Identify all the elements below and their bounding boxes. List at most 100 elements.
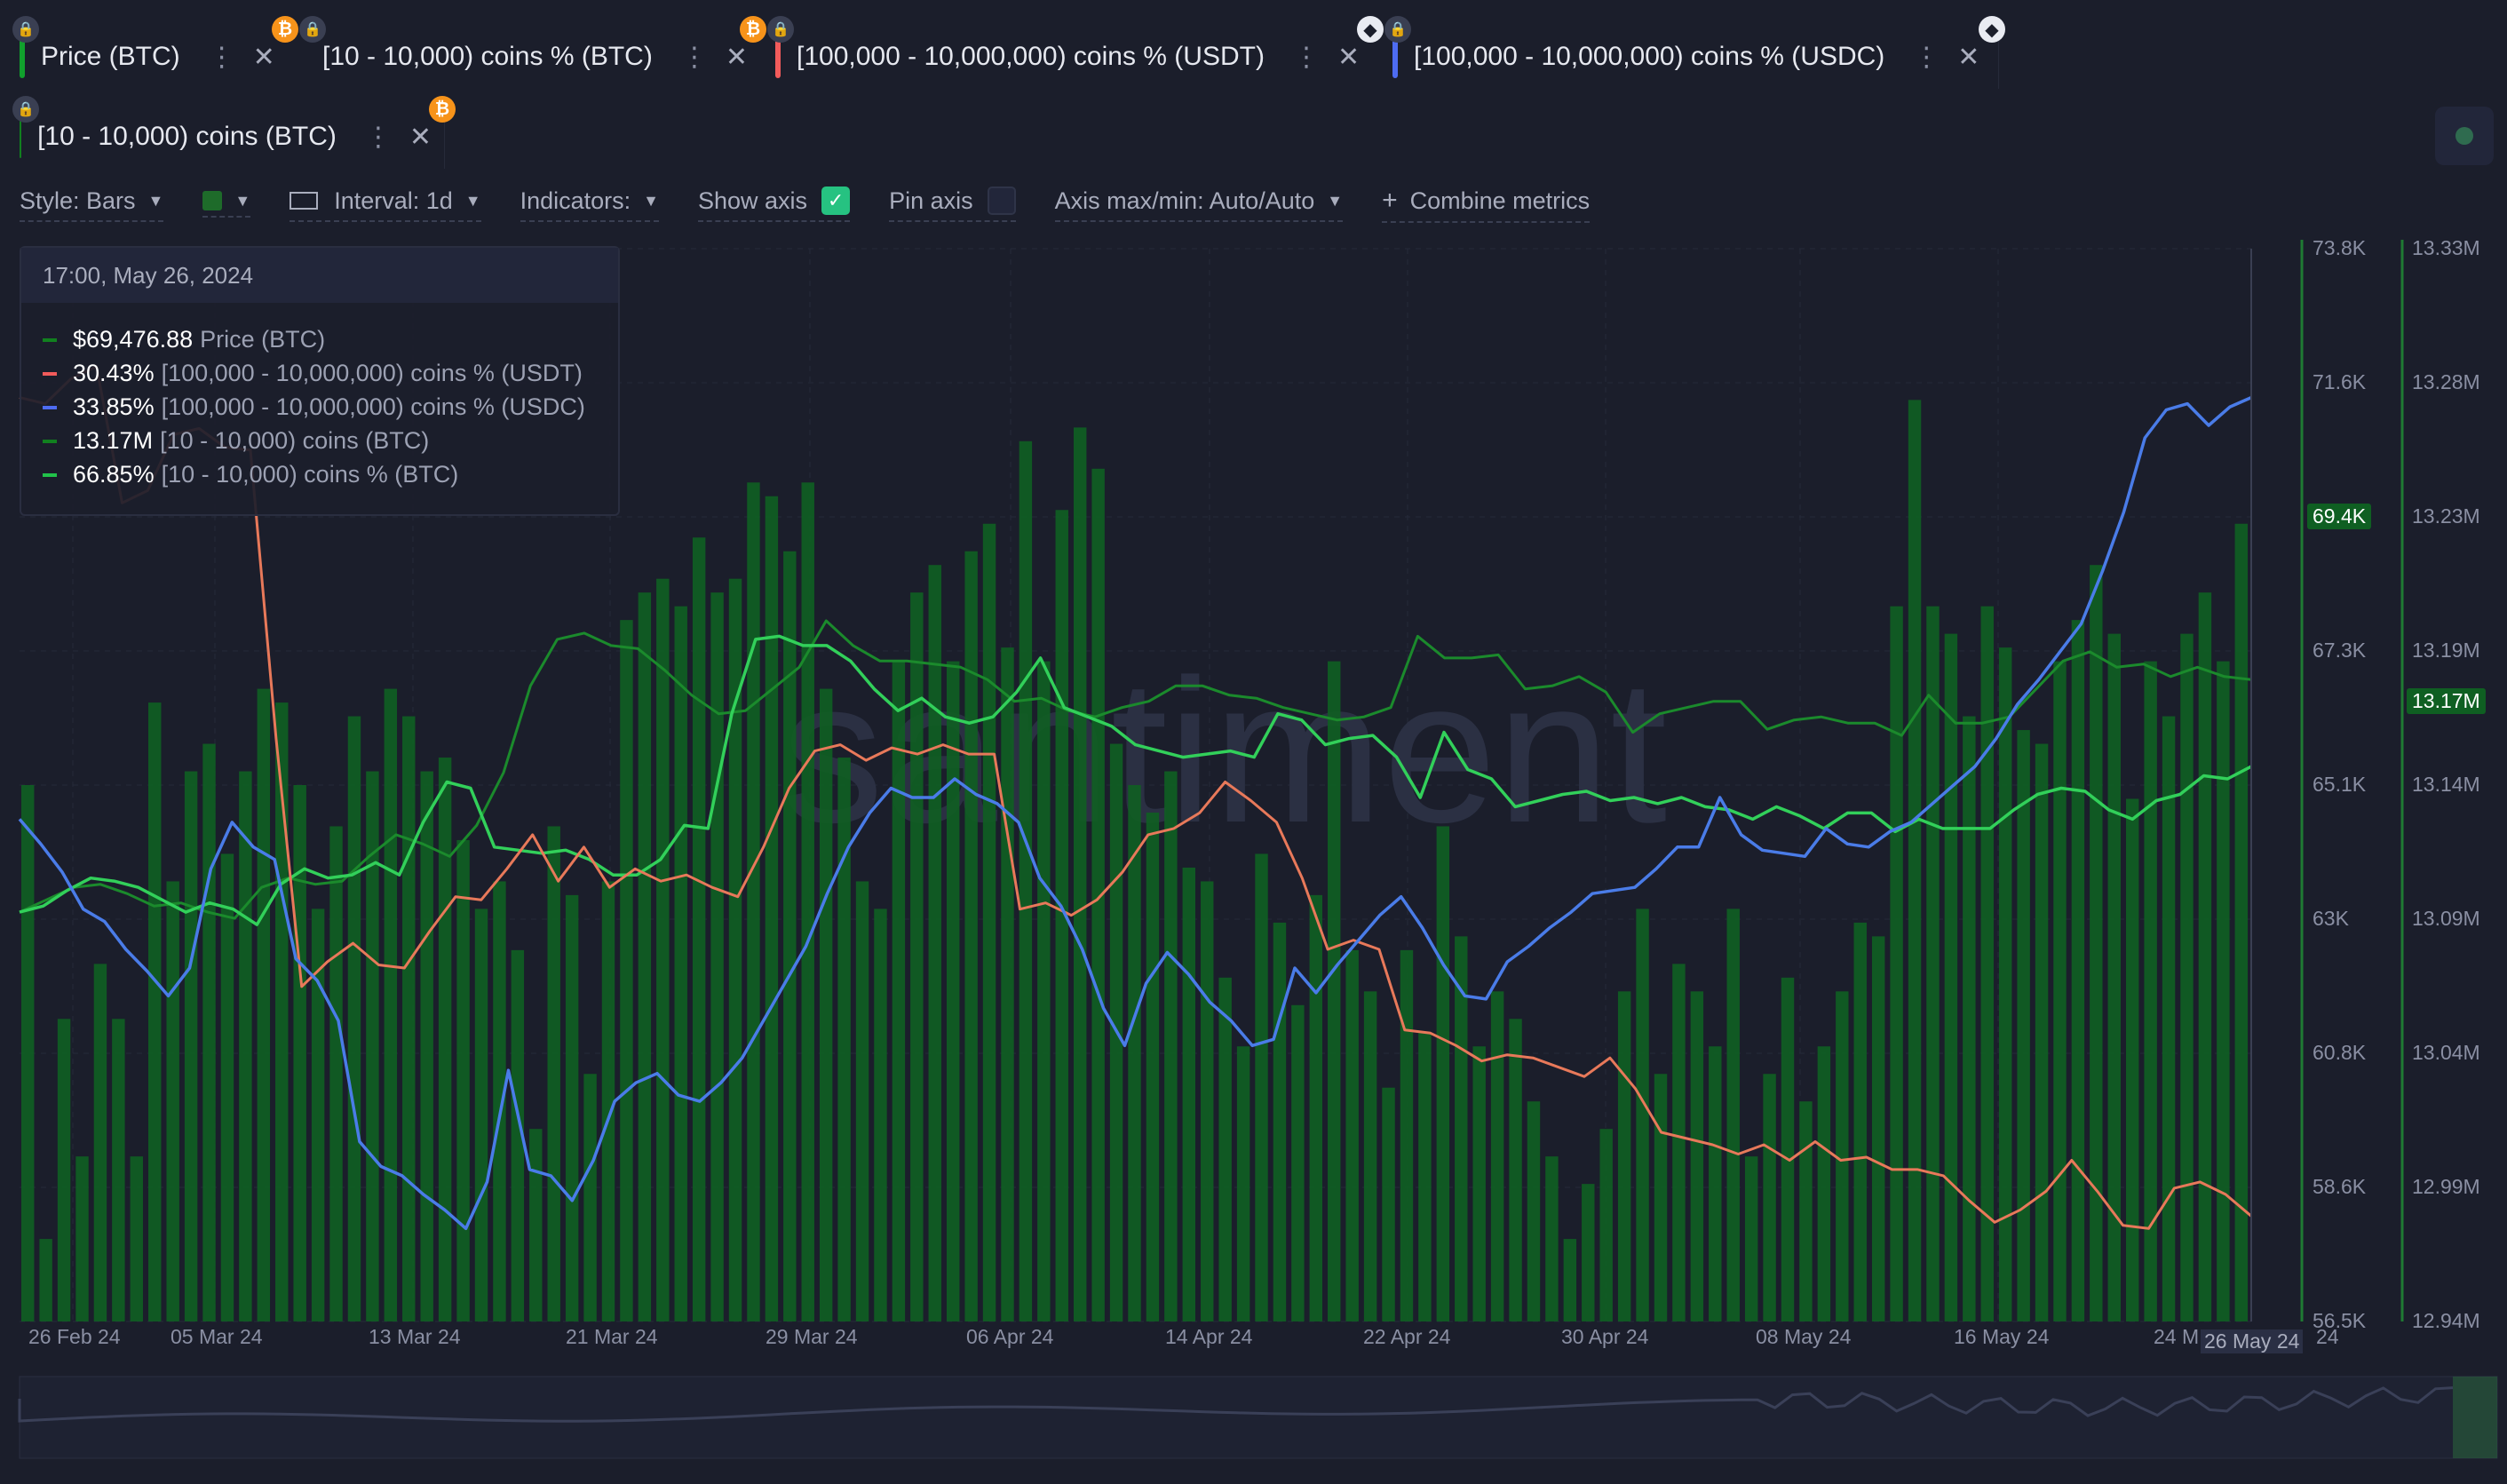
tooltip-row-pct: 66.85% [10 - 10,000) coins % (BTC) xyxy=(43,461,458,488)
coins-bar xyxy=(1509,1019,1522,1321)
close-icon[interactable]: ✕ xyxy=(725,42,748,72)
price-tick-label: 71.6K xyxy=(2313,370,2367,393)
time-tick-label: 26 Feb 24 xyxy=(28,1325,121,1348)
more-options-icon[interactable]: ⋮ xyxy=(364,122,392,152)
close-icon[interactable]: ✕ xyxy=(1957,42,1980,72)
series-swatch xyxy=(43,405,57,409)
coins-bar xyxy=(511,949,525,1321)
coins-bar xyxy=(2198,592,2212,1321)
coins-bar xyxy=(1091,468,1105,1321)
coins-bar xyxy=(1218,977,1232,1321)
more-options-icon[interactable]: ⋮ xyxy=(208,42,235,72)
coins-bar xyxy=(402,716,416,1321)
coins-bar xyxy=(366,771,379,1321)
metric-tab-usdc-pct[interactable]: [100,000 - 10,000,000) coins % (USDC) ⋮ … xyxy=(1376,25,1999,89)
coins-bar xyxy=(765,496,779,1321)
coins-bar xyxy=(783,551,797,1321)
coins-bar xyxy=(1328,661,1341,1321)
coins-bar xyxy=(456,839,470,1321)
coins-bar xyxy=(420,771,433,1321)
coins-bar xyxy=(1817,1046,1831,1321)
axis-minmax-dropdown[interactable]: Axis max/min: Auto/Auto ▼ xyxy=(1054,187,1344,222)
time-tick-label: 06 Apr 24 xyxy=(966,1325,1054,1348)
tooltip-series-name: [100,000 - 10,000,000) coins % (USDT) xyxy=(161,360,583,386)
tooltip-series-name: [10 - 10,000) coins % (BTC) xyxy=(161,461,459,488)
coins-bar xyxy=(1763,1074,1776,1321)
ethereum-icon: ◆ xyxy=(1357,16,1384,43)
coins-bar xyxy=(184,771,198,1321)
coins-bar xyxy=(220,853,234,1321)
show-axis-toggle[interactable]: Show axis ✓ xyxy=(698,186,851,222)
style-dropdown[interactable]: Style: Bars ▼ xyxy=(20,187,164,222)
time-tick-label: 24 xyxy=(2316,1325,2339,1348)
series-swatch xyxy=(43,371,57,376)
chevron-down-icon: ▼ xyxy=(643,191,659,210)
time-tick-label: 05 Mar 24 xyxy=(171,1325,263,1348)
coins-bars xyxy=(21,400,2248,1321)
coins-bar xyxy=(384,688,398,1321)
price-current-tag: 69.4K xyxy=(2307,504,2372,529)
coins-tick-label: 13.23M xyxy=(2412,504,2480,528)
color-picker[interactable]: ▼ xyxy=(202,191,251,218)
metric-tab-10-10000-pct-btc[interactable]: [10 - 10,000) coins % (BTC) ⋮ ✕ xyxy=(289,25,760,89)
more-options-icon[interactable]: ⋮ xyxy=(1292,42,1320,72)
metric-tab-price-btc[interactable]: Price (BTC) ⋮ ✕ xyxy=(0,25,290,89)
lock-icon: 🔒 xyxy=(12,96,39,123)
coins-bar xyxy=(21,785,35,1321)
coins-bar xyxy=(1527,1101,1541,1321)
coins-tick-label: 13.04M xyxy=(2412,1041,2480,1064)
interval-label: Interval: 1d xyxy=(334,186,453,214)
tooltip-row-price: $69,476.88 Price (BTC) xyxy=(43,326,325,353)
coins-bar xyxy=(2090,565,2103,1321)
coins-bar xyxy=(1309,894,1323,1321)
coins-bar xyxy=(601,881,615,1321)
pin-axis-toggle[interactable]: Pin axis xyxy=(889,186,1016,222)
more-options-icon[interactable]: ⋮ xyxy=(1913,42,1940,72)
price-tick-label: 56.5K xyxy=(2313,1309,2367,1332)
indicators-dropdown[interactable]: Indicators: ▼ xyxy=(520,187,659,222)
usdc-pct-line xyxy=(18,395,2252,1231)
show-axis-label: Show axis xyxy=(698,186,808,214)
coins-bar xyxy=(1273,922,1287,1321)
time-tick-label: 21 Mar 24 xyxy=(566,1325,658,1348)
interval-dropdown[interactable]: Interval: 1d ▼ xyxy=(290,186,481,222)
combine-metrics-button[interactable]: + Combine metrics xyxy=(1382,186,1591,223)
tab-label: Price (BTC) xyxy=(41,42,180,71)
coins-bar xyxy=(75,1156,89,1321)
close-icon[interactable]: ✕ xyxy=(1337,42,1361,72)
coins-current-tag: 13.17M xyxy=(2407,688,2486,714)
series-color-swatch xyxy=(775,36,781,78)
coins-bar xyxy=(329,826,343,1321)
plus-icon: + xyxy=(1382,186,1398,215)
close-icon[interactable]: ✕ xyxy=(409,122,432,152)
status-dot-icon xyxy=(2455,127,2473,145)
coins-bar xyxy=(1073,427,1087,1321)
tooltip-value: 13.17M xyxy=(73,427,154,454)
close-icon[interactable]: ✕ xyxy=(252,42,275,72)
chart-settings-button[interactable] xyxy=(2435,107,2494,165)
tooltip-series-name: Price (BTC) xyxy=(200,326,326,353)
pin-axis-checkbox[interactable] xyxy=(987,186,1016,215)
lock-icon: 🔒 xyxy=(12,16,39,43)
navigator-line xyxy=(18,1386,2454,1423)
coins-bar xyxy=(1709,1046,1722,1321)
show-axis-checkbox[interactable]: ✓ xyxy=(821,186,851,215)
chart-toolbar: Style: Bars ▼ ▼ Interval: 1d ▼ Indicator… xyxy=(20,182,1629,226)
lock-icon: 🔒 xyxy=(767,16,794,43)
coins-bar xyxy=(2071,620,2085,1321)
coins-bar xyxy=(2162,716,2176,1321)
coins-bar xyxy=(656,578,670,1321)
metric-tab-10-10000-coins-btc[interactable]: [10 - 10,000) coins (BTC) ⋮ ✕ xyxy=(0,105,445,169)
coins-bar xyxy=(1201,881,1214,1321)
coins-bar xyxy=(275,702,289,1321)
coins-bar xyxy=(982,523,996,1321)
coins-bar xyxy=(112,1019,125,1321)
coins-bar xyxy=(1963,716,1976,1321)
coins-tick-label: 13.09M xyxy=(2412,907,2480,930)
coins-bar xyxy=(1890,606,1903,1321)
series-swatch xyxy=(43,439,57,443)
more-options-icon[interactable]: ⋮ xyxy=(680,42,708,72)
metric-tab-usdt-pct[interactable]: [100,000 - 10,000,000) coins % (USDT) ⋮ … xyxy=(759,25,1377,89)
btc-10-10000-pct-line xyxy=(19,634,2252,926)
price-tick-label: 60.8K xyxy=(2313,1041,2367,1064)
